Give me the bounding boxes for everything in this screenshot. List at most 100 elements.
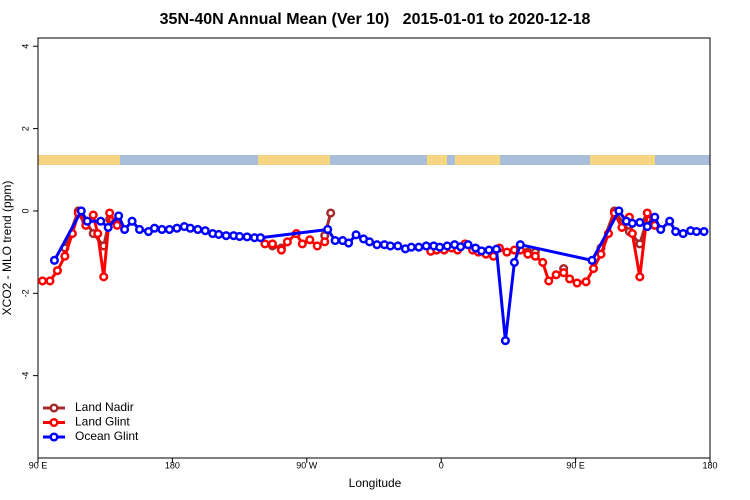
data-point [120,224,130,235]
data-point [406,242,416,252]
data-point [588,264,599,274]
data-point [330,236,340,246]
legend-label: Land Glint [75,415,130,429]
legend-marker [49,432,59,442]
data-point [642,208,652,218]
legend-marker [49,417,59,428]
data-point [320,237,330,247]
data-point [103,222,113,232]
data-point [502,247,512,257]
data-point [193,224,203,235]
data-point [221,231,231,241]
data-point [565,274,575,284]
data-point [52,266,62,276]
plot-frame [37,37,711,459]
data-point [572,278,582,288]
data-point [82,216,92,226]
data-point [112,220,122,230]
data-point [134,224,145,235]
data-point [267,239,278,249]
data-point [235,231,245,242]
data-point [305,235,315,245]
data-point [60,251,70,261]
data-point [692,226,702,237]
data-point [509,257,519,267]
data-point [699,226,709,237]
data-point [37,276,48,286]
data-point [617,222,627,232]
data-point [214,229,224,239]
y-tick-label: -4 [20,372,30,380]
data-point [344,238,354,248]
data-point [157,224,167,235]
x-tick-label: 90 E [29,460,48,470]
data-point [627,229,637,239]
ocean-band [38,155,710,165]
data-point [393,241,403,251]
data-point [364,237,375,247]
y-tick-label: -2 [20,289,30,297]
data-point [88,210,98,220]
data-point [665,216,675,226]
data-point [463,240,473,250]
data-point [276,245,286,255]
data-point [45,276,55,286]
map-strip [38,155,710,165]
data-point [200,226,210,236]
data-point [255,233,266,243]
data-point [49,255,59,265]
data-point [587,255,597,265]
data-point [372,240,382,250]
x-axis-label: Longitude [349,476,402,490]
legend-marker [49,403,59,413]
y-tick-label: 2 [20,126,30,131]
data-point [500,336,510,346]
data-point [242,232,252,242]
data-point [149,223,160,233]
data-point [671,226,681,237]
data-point [312,241,322,251]
land-band [258,155,330,165]
legend-label: Ocean Glint [75,429,139,443]
data-point [551,270,561,280]
y-axis-label: XCO2 - MLO trend (ppm) [0,181,14,316]
data-point [678,229,688,239]
data-point [515,240,525,250]
data-point [523,249,533,259]
y-tick-label: 0 [20,208,30,213]
x-tick-label: 180 [702,460,717,470]
data-point [656,224,666,235]
x-tick-label: 180 [165,460,180,470]
data-point [114,211,124,221]
data-point [484,245,494,255]
data-point [544,276,554,286]
x-tick-label: 90 E [566,460,585,470]
data-point [456,242,466,252]
data-point [185,223,195,233]
data-point [421,241,431,251]
land-band [427,155,447,165]
data-point [105,208,115,218]
data-point [642,222,652,232]
legend-label: Land Nadir [75,400,134,414]
chart-title: 35N-40N Annual Mean (Ver 10) 2015-01-01 … [160,11,591,28]
x-tick-label: 90 W [296,460,318,470]
data-point [538,257,548,267]
data-point [476,246,487,256]
data-point [172,223,182,233]
land-band [455,155,500,165]
land-band [590,155,655,165]
data-point [99,272,109,282]
data-point [596,249,606,259]
x-tick-label: 0 [439,460,444,470]
data-point [559,268,569,278]
data-point [96,216,106,226]
y-tick-label: 4 [20,44,30,49]
data-point [326,208,336,218]
data-point [635,272,645,282]
data-point [351,230,361,240]
data-point [323,224,333,235]
data-point [530,251,540,261]
data-point [491,244,502,254]
